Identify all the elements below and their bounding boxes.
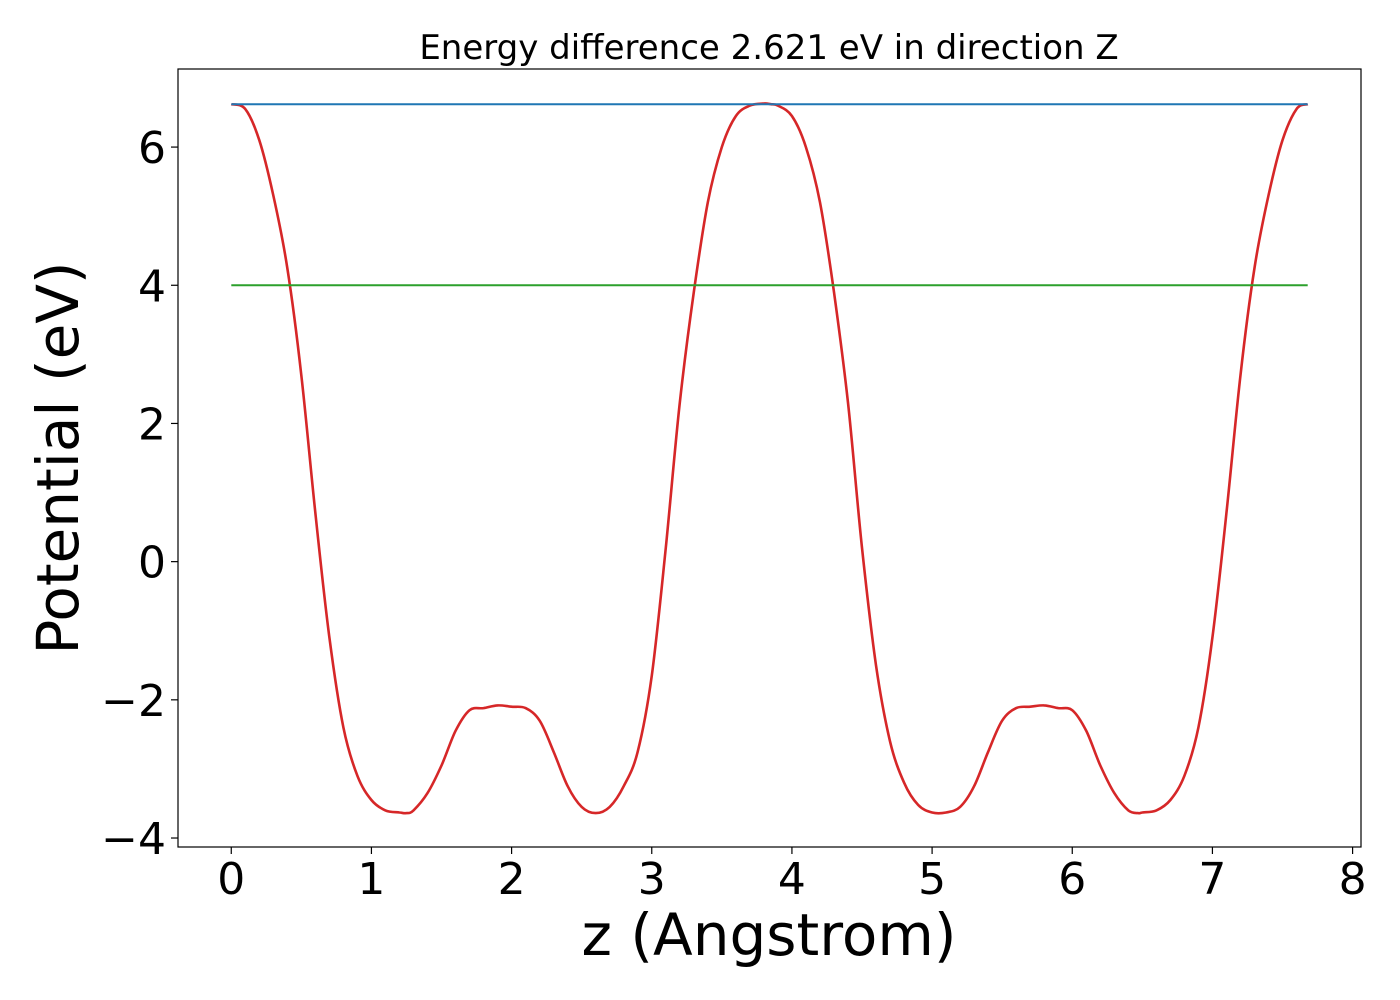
x-tick-label: 2 — [498, 854, 526, 905]
y-tick-label: 2 — [138, 399, 166, 450]
x-tick-label: 5 — [918, 854, 946, 905]
y-tick-label: −2 — [101, 676, 166, 727]
chart-title: Energy difference 2.621 eV in direction … — [419, 28, 1118, 68]
plot-area — [230, 102, 1309, 815]
x-tick-label: 4 — [778, 854, 806, 905]
y-tick-label: 4 — [138, 261, 166, 312]
x-tick-label: 8 — [1339, 854, 1367, 905]
y-axis-label: Potential (eV) — [24, 261, 92, 654]
y-tick-label: 6 — [138, 123, 166, 174]
x-tick-label: 0 — [217, 854, 245, 905]
x-tick-label: 6 — [1058, 854, 1086, 905]
y-tick-label: −4 — [101, 814, 166, 865]
x-axis-label: z (Angstrom) — [582, 901, 957, 969]
potential-curve — [230, 102, 1309, 815]
y-tick-label: 0 — [138, 538, 166, 589]
axes-frame — [177, 68, 1362, 848]
x-axis-ticks: 0 1 2 3 4 5 6 7 8 — [217, 847, 1367, 905]
x-tick-label: 7 — [1198, 854, 1226, 905]
y-axis-ticks: −4 −2 0 2 4 6 — [101, 123, 178, 865]
x-tick-label: 3 — [638, 854, 666, 905]
x-tick-label: 1 — [357, 854, 385, 905]
